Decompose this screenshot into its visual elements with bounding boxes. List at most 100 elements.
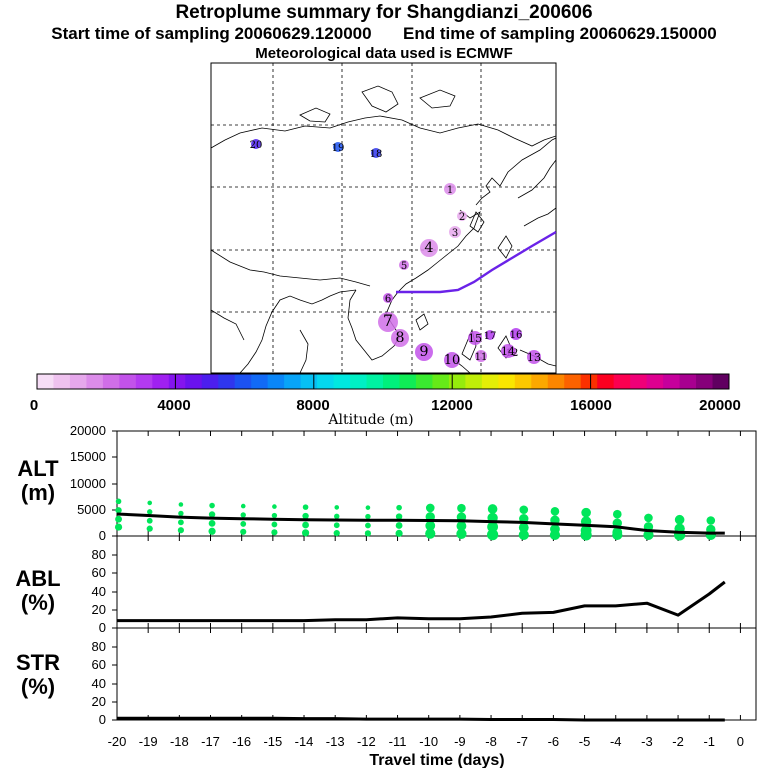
alt-ytick-20000: 20000 (70, 423, 106, 438)
x-tick-label: -18 (170, 734, 189, 749)
day-label: 17 (484, 331, 497, 342)
alt-scatter-point (425, 503, 435, 513)
plume-cluster (391, 329, 409, 347)
alt-scatter-point (115, 507, 122, 514)
colorbar-cell (53, 374, 71, 389)
alt-scatter-point (208, 527, 216, 535)
plume-cluster (399, 260, 409, 270)
colorbar-cell (531, 374, 549, 389)
alt-scatter-point (178, 519, 184, 526)
alt-scatter-point (240, 521, 247, 527)
colorbar-cell (432, 374, 450, 389)
plume-cluster (449, 226, 461, 238)
day-label: 7 (383, 311, 393, 330)
colorbar-tick-16000: 16000 (570, 397, 612, 414)
map-panel: 1234567891011121314151617181920 (210, 62, 557, 374)
colorbar-tick-8000: 8000 (296, 397, 329, 414)
plume-cluster (251, 139, 261, 149)
colorbar-cell (366, 374, 384, 389)
colorbar-cell (168, 374, 186, 389)
met-data-label: Meteorological data used is ECMWF (255, 45, 513, 62)
alt-scatter-point (115, 515, 122, 523)
alt-scatter-point (487, 529, 499, 541)
coastlines (211, 85, 556, 373)
alt-scatter-point (395, 522, 403, 529)
y-tick-marks (112, 430, 117, 721)
alt-scatter-point (425, 520, 436, 531)
alt-scatter-point (334, 505, 340, 510)
alt-scatter-point (705, 529, 716, 541)
alt-scatter-point (706, 516, 716, 525)
day-label: 13 (527, 351, 541, 364)
day-label: 5 (401, 261, 407, 272)
alt-scatter-point (425, 528, 436, 539)
day-label: 14 (501, 345, 515, 358)
alt-scatter-point (114, 523, 123, 531)
alt-scatter-point (456, 521, 467, 531)
x-tick-label: -11 (389, 734, 407, 749)
alt-scatter-point (612, 509, 622, 519)
str-panel-label: STR (16, 650, 60, 675)
abl-panel-frame (116, 535, 757, 629)
x-tick-label: -4 (610, 734, 622, 749)
colorbar-cell (317, 374, 335, 389)
colorbar-cell (630, 374, 648, 389)
alt-scatter-point (364, 530, 372, 537)
day-label: 3 (452, 228, 458, 239)
x-tick-label: -3 (641, 734, 653, 749)
colorbar-cell (415, 374, 433, 389)
alt-scatter-point (208, 511, 216, 518)
abl-ytick-80: 80 (92, 547, 106, 562)
plume-cluster (475, 350, 487, 362)
alt-scatter-point (240, 503, 246, 509)
abl-ytick-60: 60 (92, 565, 106, 580)
colorbar-cell (152, 374, 170, 389)
colorbar-cell (663, 374, 681, 389)
day-label: 2 (459, 212, 465, 223)
x-tick-label: -2 (672, 734, 684, 749)
colorbar-cell (613, 374, 631, 389)
alt-scatter-point (518, 529, 529, 541)
alt-scatter-point (208, 520, 216, 527)
x-tick-label: -1 (703, 734, 715, 749)
alt-scatter-point (549, 529, 561, 541)
alt-panel-label: ALT (17, 456, 59, 481)
colorbar-cell (102, 374, 120, 389)
colorbar-cell (597, 374, 615, 389)
alt-scatter-point (457, 503, 466, 513)
plume-cluster (444, 352, 460, 368)
alt-scatter-point (674, 514, 685, 525)
colorbar-cell (135, 374, 153, 389)
plume-cluster (457, 211, 467, 221)
colorbar-cell (234, 374, 252, 389)
alt-scatter-point (240, 528, 247, 535)
plume-cluster (485, 330, 495, 340)
alt-scatter-point (644, 513, 653, 523)
colorbar-cell (679, 374, 697, 389)
plume-cluster (420, 239, 438, 257)
alt-scatter-point (395, 529, 403, 537)
abl-panel-label: ABL (15, 566, 60, 591)
alt-scatter-point (209, 502, 215, 509)
x-tick-label: -17 (201, 734, 220, 749)
alt-scatter-point (146, 525, 153, 532)
colorbar-cell (201, 374, 219, 389)
alt-scatter-point (177, 527, 184, 534)
colorbar-cell (267, 374, 285, 389)
colorbar-cell (185, 374, 203, 389)
alt-ytick-0: 0 (99, 528, 106, 543)
day-label: 6 (385, 294, 391, 305)
colorbar-cell (580, 374, 598, 389)
alt-ytick-5000: 5000 (77, 502, 106, 517)
day-label: 11 (475, 352, 488, 363)
day-label: 10 (444, 353, 460, 368)
x-axis-label: Travel time (days) (369, 752, 504, 768)
x-tick-label: -20 (108, 734, 127, 749)
colorbar-cell (564, 374, 582, 389)
colorbar-cell (712, 374, 730, 389)
colorbar-cell (547, 374, 565, 389)
alt-scatter-point (550, 507, 560, 516)
time-series-panels: ALT (m) ABL (%) STR (%) 0 5000 10000 150… (15, 423, 757, 768)
x-tick-label: -16 (232, 734, 251, 749)
